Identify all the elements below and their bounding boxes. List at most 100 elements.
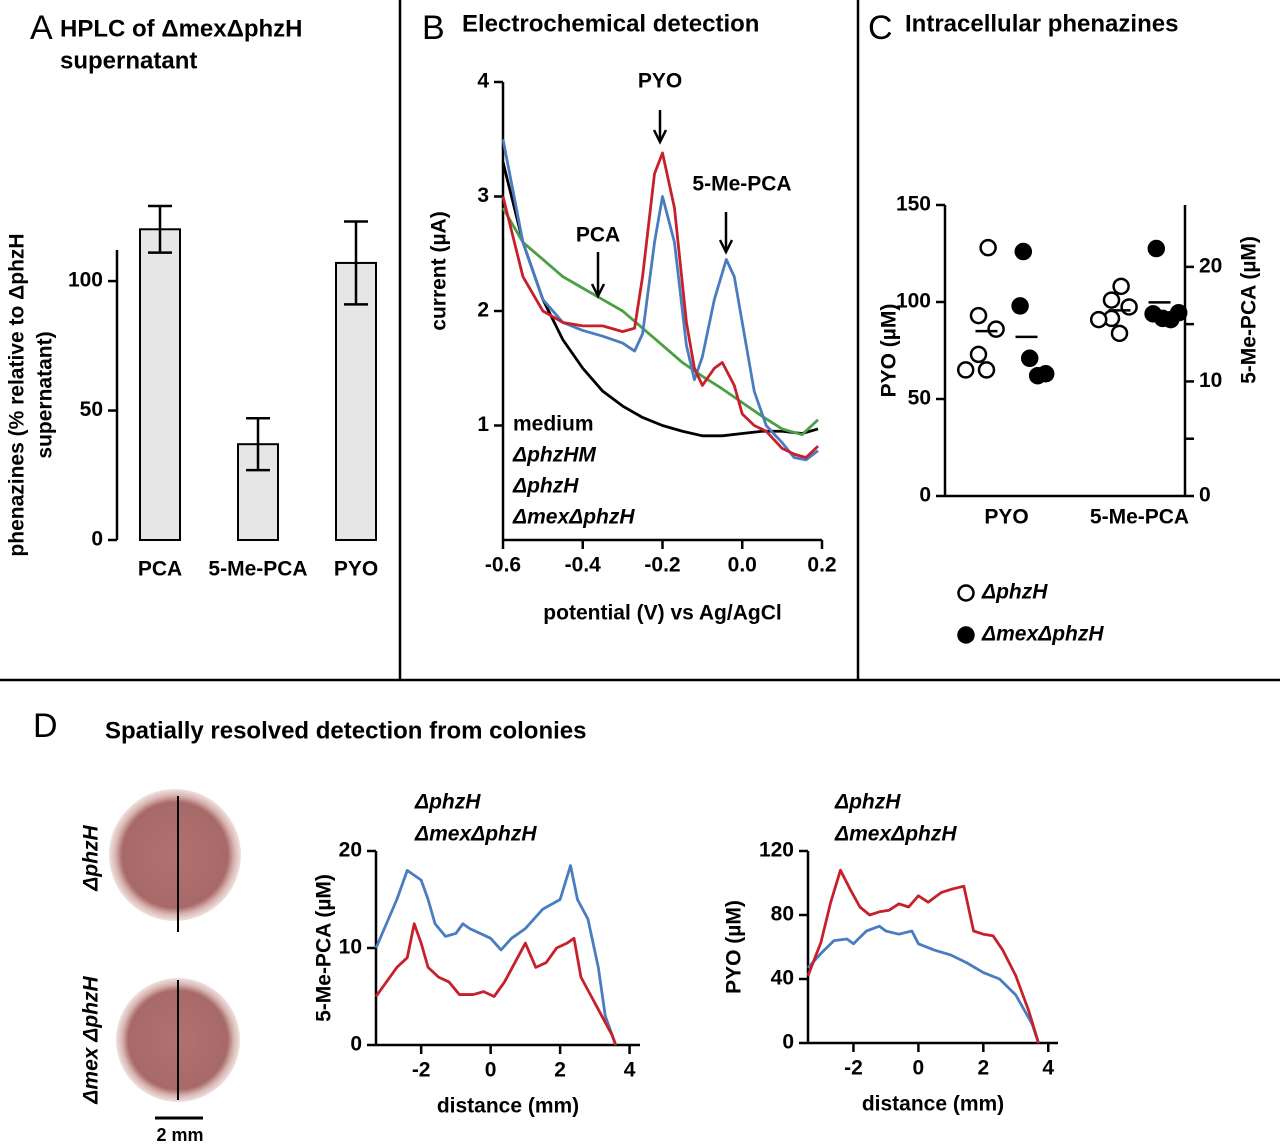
data-point (979, 238, 997, 257)
legend-label: ΔphzH (981, 581, 1048, 604)
x-tick-label: -0.4 (565, 554, 602, 577)
error-bar (344, 220, 368, 306)
data-point (1102, 291, 1121, 309)
data-point (1020, 349, 1039, 368)
y-tick-label: 0 (91, 528, 103, 551)
y-tick-label: 2 (477, 299, 489, 322)
y-tick-label: 80 (771, 903, 794, 926)
y-axis-label: PYO (µM) (723, 900, 746, 994)
x-tick-label: -2 (844, 1057, 863, 1080)
scale-label: 2 mm (156, 1125, 203, 1145)
panel-letter: A (30, 9, 53, 47)
y-tick-label: 20 (1199, 254, 1222, 277)
data-point (969, 345, 988, 364)
x-axis-label: distance (mm) (437, 1095, 579, 1118)
line (501, 138, 819, 462)
x-tick-label: 4 (624, 1059, 636, 1082)
legend-label: ΔmexΔphzH (512, 506, 635, 529)
legend-label: medium (513, 413, 594, 436)
colonies: 2 mm ΔphzH Δmex ΔphzH (80, 789, 241, 1145)
error-bar (148, 204, 172, 254)
y-tick-label: 0 (782, 1031, 794, 1054)
data-point (987, 320, 1005, 338)
data-point (1014, 242, 1033, 261)
x-tick-label: 2 (554, 1059, 566, 1082)
legend-marker (957, 584, 975, 602)
panel-letter: D (33, 707, 58, 745)
y-tick-label: 120 (759, 839, 794, 862)
x-tick-label: 0 (485, 1059, 497, 1082)
chart-title: Intracellular phenazines (905, 10, 1178, 37)
legend-label: ΔphzH (414, 791, 481, 814)
y-axis-label: 5-Me-PCA (µM) (1238, 236, 1261, 384)
panel-letter: C (868, 9, 893, 47)
data-point (1147, 239, 1166, 258)
annotation: PYO (638, 70, 682, 93)
legend-label: ΔphzH (834, 791, 901, 814)
x-tick-label: PYO (984, 506, 1028, 529)
x-tick-label: PYO (334, 558, 378, 581)
chart-title: HPLC of ΔmexΔphzH (60, 15, 303, 42)
data-point (969, 306, 988, 325)
y-tick-label: 10 (1199, 369, 1222, 392)
line (501, 161, 819, 438)
x-tick-label: 0.2 (807, 554, 836, 577)
line (374, 864, 618, 1046)
annotation: PCA (576, 224, 620, 247)
y-axis-label: 5-Me-PCA (µM) (313, 874, 336, 1022)
x-tick-label: 5-Me-PCA (208, 558, 307, 581)
x-tick-label: 5-Me-PCA (1090, 506, 1189, 529)
y-tick-label: 100 (896, 290, 931, 313)
y-tick-label: 0 (1199, 484, 1211, 507)
x-tick-label: PCA (138, 558, 182, 581)
y-tick-label: 100 (68, 269, 103, 292)
data-point (1089, 310, 1108, 329)
y-tick-label: 50 (908, 387, 931, 410)
data-point (1112, 277, 1130, 296)
chart-title: supernatant (60, 47, 197, 74)
colony-label: ΔphzH (80, 824, 103, 891)
y-axis-label: current (µA) (428, 211, 451, 330)
y-tick-label: 0 (350, 1033, 362, 1056)
data-point (977, 361, 996, 379)
panel-title: Spatially resolved detection from coloni… (105, 717, 586, 744)
data-point (1011, 297, 1029, 315)
data-point (1169, 303, 1188, 322)
data-point (1110, 324, 1129, 343)
y-axis-label: supernatant) (34, 331, 57, 458)
arrowhead (590, 283, 606, 299)
y-tick-label: 1 (477, 413, 489, 436)
y-tick-label: 4 (477, 70, 489, 93)
legend-label: ΔphzH (512, 475, 579, 498)
x-tick-label: -0.6 (485, 554, 521, 577)
y-axis-label: phenazines (% relative to ΔphzH (6, 233, 29, 556)
colony-image (109, 789, 241, 921)
x-tick-label: -2 (412, 1059, 431, 1082)
y-tick-label: 10 (339, 936, 362, 959)
legend-label: ΔphzHM (512, 444, 596, 467)
bar (139, 228, 181, 542)
line (374, 922, 618, 1046)
arrowhead (652, 129, 668, 145)
x-tick-label: 2 (977, 1057, 989, 1080)
x-axis-label: potential (V) vs Ag/AgCl (543, 602, 781, 625)
x-tick-label: 4 (1042, 1057, 1054, 1080)
line (501, 151, 819, 459)
x-tick-label: 0 (913, 1057, 925, 1080)
x-tick-label: -0.2 (644, 554, 680, 577)
panel-letter: B (422, 9, 445, 47)
data-point (956, 361, 975, 379)
data-point (1120, 298, 1138, 316)
x-axis-label: distance (mm) (862, 1093, 1004, 1116)
chart-title: Electrochemical detection (462, 10, 759, 37)
y-tick-label: 50 (80, 398, 103, 421)
error-bar (246, 417, 270, 472)
y-axis-label: PYO (µM) (878, 304, 901, 398)
line (806, 868, 1040, 1044)
y-tick-label: 0 (919, 484, 931, 507)
line (501, 207, 819, 437)
line (806, 924, 1040, 1044)
legend-label: ΔmexΔphzH (414, 823, 537, 846)
bar (335, 261, 377, 541)
